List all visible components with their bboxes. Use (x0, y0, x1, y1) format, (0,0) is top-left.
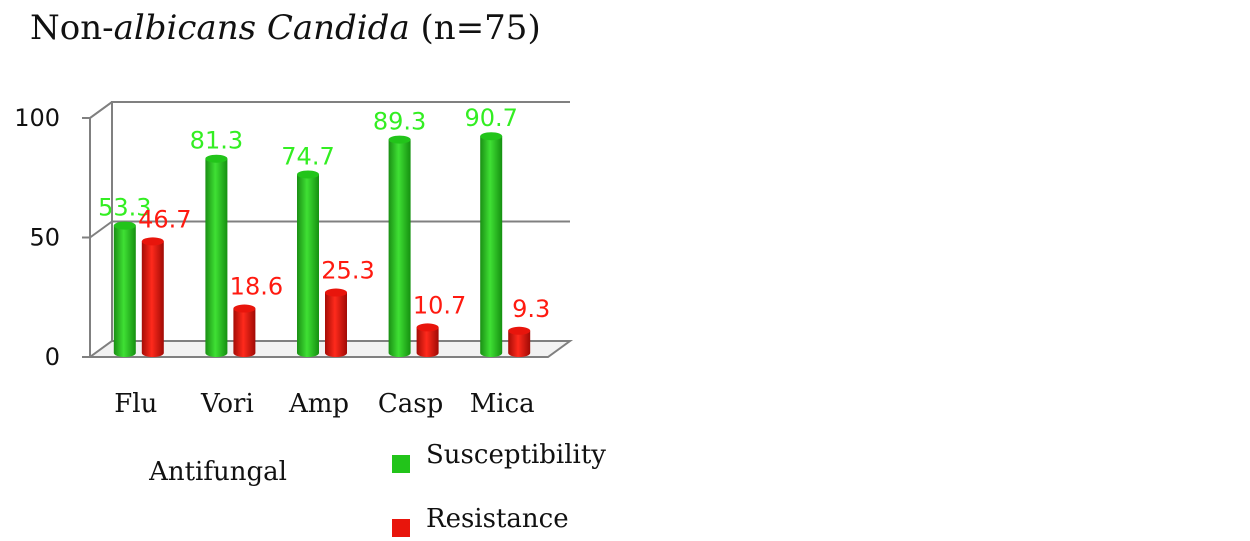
bar-body (205, 158, 228, 357)
y-tick-label: 50 (29, 224, 60, 252)
data-label-resistance-vori: 18.6 (230, 273, 283, 301)
bar-top (297, 170, 319, 179)
x-tick-label-vori: Vori (200, 389, 254, 419)
legend-label-susceptibility: Susceptibility (426, 440, 606, 470)
x-tick-label-flu: Flu (114, 389, 157, 419)
chart-title: Non-albicans Candida (n=75) (30, 8, 541, 48)
bar-top (233, 304, 256, 313)
bar-susceptibility-amp (297, 170, 319, 357)
data-label-resistance-flu: 46.7 (138, 205, 191, 233)
data-label-susceptibility-mica: 90.7 (464, 104, 517, 132)
bar-body (388, 139, 411, 357)
bar-top (325, 288, 347, 297)
data-label-resistance-mica: 9.3 (512, 295, 550, 323)
legend-label-resistance: Resistance (426, 504, 569, 534)
bar-resistance-casp (416, 323, 439, 357)
data-label-susceptibility-vori: 81.3 (190, 127, 243, 155)
legend: Susceptibility Resistance (392, 440, 606, 537)
bar-body (325, 292, 347, 357)
bar-body (233, 308, 256, 357)
data-label-resistance-casp: 10.7 (413, 291, 466, 319)
bar-body (297, 174, 319, 357)
bar-resistance-amp (325, 288, 347, 357)
y-tick-label: 0 (45, 343, 60, 371)
bar-susceptibility-casp (388, 135, 411, 357)
bar-body (480, 136, 503, 357)
data-label-susceptibility-casp: 89.3 (373, 108, 426, 136)
title-italic: albicans Candida (113, 8, 410, 48)
data-label-resistance-amp: 25.3 (321, 257, 374, 285)
bar-top (205, 154, 228, 163)
bar-body (416, 327, 439, 357)
grid-depth-line (89, 220, 113, 239)
x-tick-label-mica: Mica (470, 389, 535, 419)
title-prefix: Non- (30, 8, 114, 48)
bar-susceptibility-vori (205, 154, 228, 357)
bar-resistance-vori (233, 304, 256, 357)
bar-top (113, 221, 136, 230)
bar-body (113, 225, 136, 357)
bar-resistance-flu (141, 237, 164, 357)
bar-susceptibility-flu (113, 221, 136, 357)
data-label-susceptibility-amp: 74.7 (281, 142, 334, 170)
data-label-susceptibility-flu: 53.3 (98, 194, 151, 222)
bar-body (141, 241, 164, 357)
y-tick-label: 100 (14, 104, 60, 132)
bar-top (508, 326, 531, 335)
legend-swatch-resistance (392, 519, 410, 537)
title-suffix: (n=75) (409, 8, 541, 48)
bar-top (416, 323, 439, 332)
bar-top (388, 135, 411, 144)
x-tick-label-casp: Casp (378, 389, 443, 419)
bar-top (480, 132, 503, 141)
x-tick-label-amp: Amp (288, 389, 349, 419)
legend-swatch-susceptibility (392, 455, 410, 473)
bar-susceptibility-mica (480, 132, 503, 357)
bar-resistance-mica (508, 326, 531, 357)
bar-body (508, 330, 531, 357)
bars-layer (113, 132, 531, 357)
bar-top (141, 237, 164, 246)
x-axis-title: Antifungal (148, 457, 287, 487)
labels-layer: 53.346.7 81.3 18.6 74.7 25.3 89.3 10.7 90.7 9.3 (98, 104, 550, 323)
grid-depth-line (89, 101, 113, 119)
